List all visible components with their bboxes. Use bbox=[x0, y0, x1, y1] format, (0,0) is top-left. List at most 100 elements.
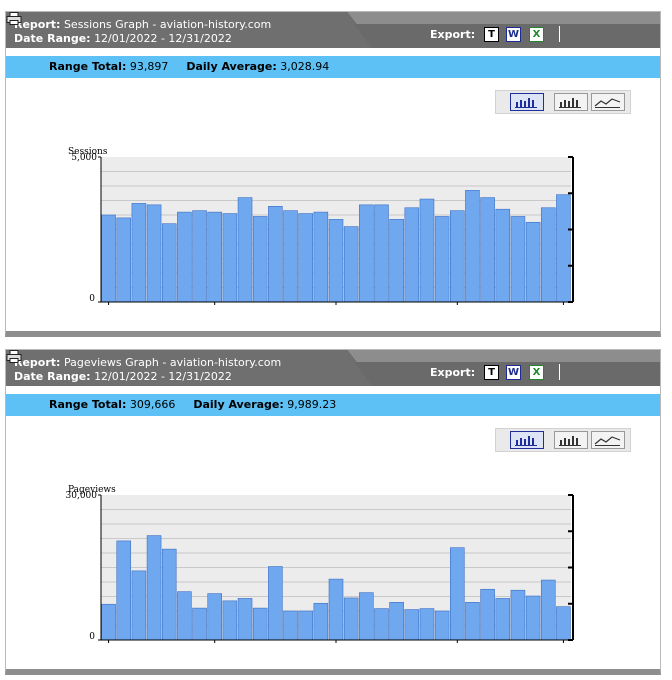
bar bbox=[556, 195, 570, 302]
bar bbox=[405, 610, 419, 640]
bar bbox=[496, 209, 510, 302]
bar-chart-icon bbox=[511, 432, 543, 448]
date-range-label: Date Range: bbox=[14, 370, 91, 383]
bar bbox=[162, 549, 176, 640]
summary-bar: Range Total: 309,666 Daily Average: 9,989… bbox=[6, 394, 660, 416]
column-chart-icon bbox=[555, 94, 587, 110]
y-tick-label: 5,000 bbox=[71, 153, 97, 163]
bar bbox=[177, 212, 191, 302]
bar bbox=[147, 205, 161, 302]
bar-chart-button[interactable] bbox=[510, 431, 544, 449]
bar bbox=[253, 608, 267, 640]
bar bbox=[329, 579, 343, 640]
line-chart-button[interactable] bbox=[591, 93, 625, 111]
text-export-icon[interactable]: T bbox=[484, 27, 499, 42]
bar bbox=[223, 601, 237, 640]
bar-chart-button[interactable] bbox=[510, 93, 544, 111]
bar-chart-icon bbox=[511, 94, 543, 110]
bar bbox=[375, 609, 389, 640]
bar bbox=[162, 224, 176, 302]
bar bbox=[193, 211, 207, 302]
daily-average-value: 3,028.94 bbox=[280, 60, 329, 73]
date-range-value: 12/01/2022 - 12/31/2022 bbox=[94, 370, 232, 383]
bar bbox=[526, 222, 540, 302]
report-value: Pageviews Graph - aviation-history.com bbox=[64, 356, 281, 369]
bar bbox=[526, 596, 540, 640]
bar bbox=[375, 205, 389, 302]
column-chart-button[interactable] bbox=[554, 93, 588, 111]
text-export-icon[interactable]: T bbox=[484, 365, 499, 380]
bar bbox=[541, 580, 555, 640]
range-total-label: Range Total: bbox=[49, 398, 126, 411]
bar bbox=[147, 536, 161, 640]
bar bbox=[465, 190, 479, 302]
bar bbox=[405, 208, 419, 302]
report-info: Report: Pageviews Graph - aviation-histo… bbox=[14, 356, 281, 384]
report-info: Report: Sessions Graph - aviation-histor… bbox=[14, 18, 271, 46]
y-tick-label: 0 bbox=[89, 294, 95, 304]
bar bbox=[420, 199, 434, 302]
y-tick-label: 30,000 bbox=[66, 491, 98, 501]
range-total-label: Range Total: bbox=[49, 60, 126, 73]
bar bbox=[511, 590, 525, 640]
print-icon[interactable] bbox=[6, 12, 22, 25]
date-range-value: 12/01/2022 - 12/31/2022 bbox=[94, 32, 232, 45]
chart-type-toggle bbox=[495, 90, 631, 114]
bar bbox=[208, 212, 222, 302]
bar bbox=[465, 602, 479, 640]
range-total-value: 93,897 bbox=[130, 60, 169, 73]
column-chart-button[interactable] bbox=[554, 431, 588, 449]
bar bbox=[541, 208, 555, 302]
bar bbox=[177, 592, 191, 640]
word-export-icon[interactable]: W bbox=[506, 27, 521, 42]
print-icon[interactable] bbox=[6, 350, 22, 363]
bar bbox=[299, 214, 313, 302]
bar bbox=[511, 216, 525, 302]
bar bbox=[268, 206, 282, 302]
report-header: Report: Sessions Graph - aviation-histor… bbox=[6, 12, 660, 48]
line-chart-icon bbox=[592, 432, 624, 448]
bar bbox=[481, 198, 495, 302]
y-tick-label: 0 bbox=[89, 632, 95, 642]
excel-export-icon[interactable]: X bbox=[529, 27, 544, 42]
bar bbox=[481, 589, 495, 640]
bar bbox=[390, 602, 404, 640]
bar bbox=[268, 567, 282, 640]
daily-average-value: 9,989.23 bbox=[287, 398, 336, 411]
bar bbox=[132, 203, 146, 302]
bar bbox=[253, 216, 267, 302]
line-chart-icon bbox=[592, 94, 624, 110]
daily-average-label: Daily Average: bbox=[186, 60, 276, 73]
bar bbox=[496, 598, 510, 640]
bar bbox=[450, 211, 464, 302]
bar bbox=[435, 216, 449, 302]
bar bbox=[193, 608, 207, 640]
bar bbox=[450, 548, 464, 640]
bar bbox=[284, 211, 298, 302]
bar bbox=[314, 212, 328, 302]
pageviews-report-panel: Report: Pageviews Graph - aviation-histo… bbox=[5, 349, 661, 675]
report-value: Sessions Graph - aviation-history.com bbox=[64, 18, 271, 31]
daily-average-label: Daily Average: bbox=[193, 398, 283, 411]
bar bbox=[208, 594, 222, 640]
bar bbox=[556, 607, 570, 640]
line-chart-button[interactable] bbox=[591, 431, 625, 449]
bar bbox=[359, 593, 373, 640]
bar bbox=[117, 218, 131, 302]
excel-export-icon[interactable]: X bbox=[529, 365, 544, 380]
column-chart-icon bbox=[555, 432, 587, 448]
word-export-icon[interactable]: W bbox=[506, 365, 521, 380]
range-total-value: 309,666 bbox=[130, 398, 176, 411]
bar bbox=[102, 215, 116, 302]
bar bbox=[435, 611, 449, 640]
bar bbox=[223, 214, 237, 302]
chart-type-toggle bbox=[495, 428, 631, 452]
date-range-label: Date Range: bbox=[14, 32, 91, 45]
bar bbox=[117, 541, 131, 640]
bar bbox=[238, 598, 252, 640]
bar bbox=[132, 571, 146, 640]
bar bbox=[390, 219, 404, 302]
